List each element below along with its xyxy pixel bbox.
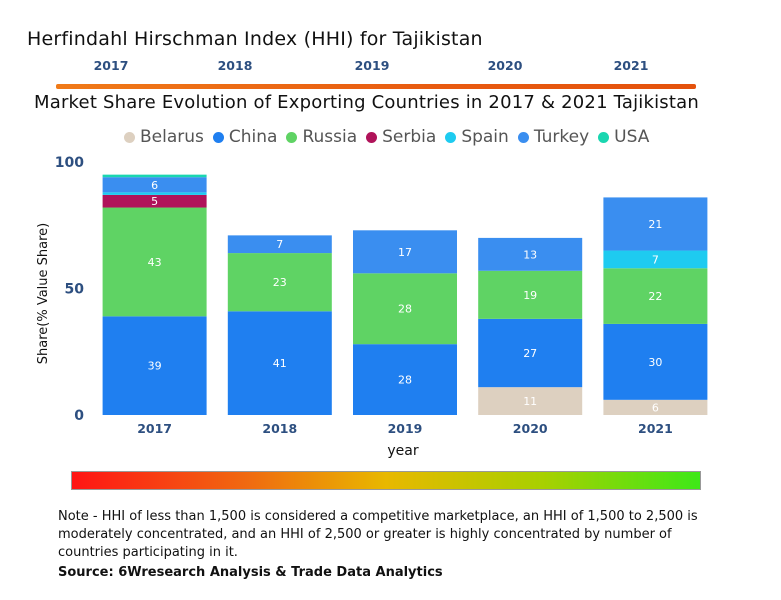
bar-segment-russia xyxy=(227,253,332,312)
hhi-divider-bar xyxy=(56,84,696,89)
data-label: 21 xyxy=(648,218,662,231)
bar-segment-turkey xyxy=(102,177,207,193)
data-label: 30 xyxy=(648,356,662,369)
bar-segment-russia xyxy=(603,268,708,324)
data-label: 13 xyxy=(523,248,537,261)
data-label: 28 xyxy=(398,303,412,316)
hhi-year-label: 2019 xyxy=(354,58,390,73)
stacked-bar-chart: 0 50 100 Share(% Value Share) 39 43 5 6 2017 41 23… xyxy=(36,155,708,459)
legend-dot xyxy=(366,131,378,143)
x-tick-label: 2021 xyxy=(638,421,673,436)
data-label: 23 xyxy=(273,276,287,289)
data-label: 7 xyxy=(276,238,283,251)
bar-segment-spain xyxy=(603,250,708,269)
data-label: 6 xyxy=(652,401,659,414)
x-tick-label: 2020 xyxy=(513,421,548,436)
hhi-year-label: 2017 xyxy=(93,58,129,73)
legend-label: Serbia xyxy=(382,127,437,147)
data-label: 27 xyxy=(523,347,537,360)
bar-segment-china xyxy=(603,323,708,400)
data-label: 43 xyxy=(148,256,162,269)
data-label: 28 xyxy=(398,374,412,387)
legend-dot xyxy=(212,131,224,143)
legend-label: Russia xyxy=(302,127,358,147)
legend-item-serbia[interactable]: Serbia xyxy=(366,127,436,147)
y-tick-label: 100 xyxy=(55,155,84,171)
bar-segment-china xyxy=(227,311,332,415)
hhi-year-label: 2020 xyxy=(487,58,523,73)
x-tick-label: 2019 xyxy=(388,421,423,436)
hhi-year-label: 2021 xyxy=(613,58,649,73)
hhi-year-strip: 2017 2018 2019 2020 2021 xyxy=(60,58,700,78)
legend-label: China xyxy=(228,127,278,147)
data-label: 6 xyxy=(151,179,158,192)
x-tick-label: 2018 xyxy=(262,421,297,436)
footer-source: Source: 6Wresearch Analysis & Trade Data… xyxy=(58,565,443,580)
legend-item-china[interactable]: China xyxy=(212,127,278,147)
data-label: 22 xyxy=(648,290,662,303)
bar-segment-spain xyxy=(102,192,207,195)
bar-segment-usa xyxy=(102,174,207,178)
bar-segment-turkey xyxy=(353,230,457,274)
legend-item-russia[interactable]: Russia xyxy=(286,127,357,147)
bar-segment-serbia xyxy=(102,194,207,208)
data-label: 5 xyxy=(151,195,158,208)
legend-item-spain[interactable]: Spain xyxy=(445,127,509,147)
legend-label: Turkey xyxy=(533,127,590,147)
bar-segment-russia xyxy=(478,270,583,319)
bar-segment-russia xyxy=(102,207,207,317)
data-label: 41 xyxy=(273,357,287,370)
footer-note: Note - HHI of less than 1,500 is conside… xyxy=(58,509,698,560)
y-tick-label: 50 xyxy=(65,282,85,298)
bar-segment-turkey xyxy=(603,197,708,251)
data-label: 39 xyxy=(148,360,162,373)
legend-label: USA xyxy=(614,127,650,147)
data-label: 19 xyxy=(523,289,537,302)
bar-segment-turkey xyxy=(478,237,583,271)
legend-label: Spain xyxy=(461,127,509,147)
y-axis-title: Share(% Value Share) xyxy=(36,223,51,365)
hhi-year-label: 2018 xyxy=(217,58,253,73)
x-axis-title: year xyxy=(387,443,418,459)
y-tick-label: 0 xyxy=(74,408,84,424)
legend-item-usa[interactable]: USA xyxy=(598,127,649,147)
legend-dot xyxy=(598,131,610,143)
legend-dot xyxy=(124,131,135,143)
bar-segment-russia xyxy=(353,273,457,345)
chart-legend: Belarus China Russia Serbia Spain Turkey… xyxy=(124,126,658,148)
bar-segment-belarus xyxy=(603,399,708,415)
legend-dot xyxy=(286,131,298,143)
legend-item-belarus[interactable]: Belarus xyxy=(124,127,204,147)
hhi-color-scale xyxy=(71,471,701,490)
page-title: Herfindahl Hirschman Index (HHI) for Taj… xyxy=(27,28,483,50)
bar-segment-belarus xyxy=(478,387,583,415)
legend-dot xyxy=(517,131,529,143)
bar-segment-china xyxy=(478,318,583,388)
bar-segment-china xyxy=(102,316,207,415)
bar-segment-turkey xyxy=(227,235,332,254)
data-label: 11 xyxy=(523,395,537,408)
chart-title: Market Share Evolution of Exporting Coun… xyxy=(34,92,699,113)
legend-item-turkey[interactable]: Turkey xyxy=(517,127,590,147)
data-label: 7 xyxy=(652,253,659,266)
data-label: 17 xyxy=(398,246,412,259)
legend-dot xyxy=(445,131,457,143)
legend-label: Belarus xyxy=(140,127,204,147)
x-tick-label: 2017 xyxy=(137,421,172,436)
bar-segment-china xyxy=(353,344,457,415)
